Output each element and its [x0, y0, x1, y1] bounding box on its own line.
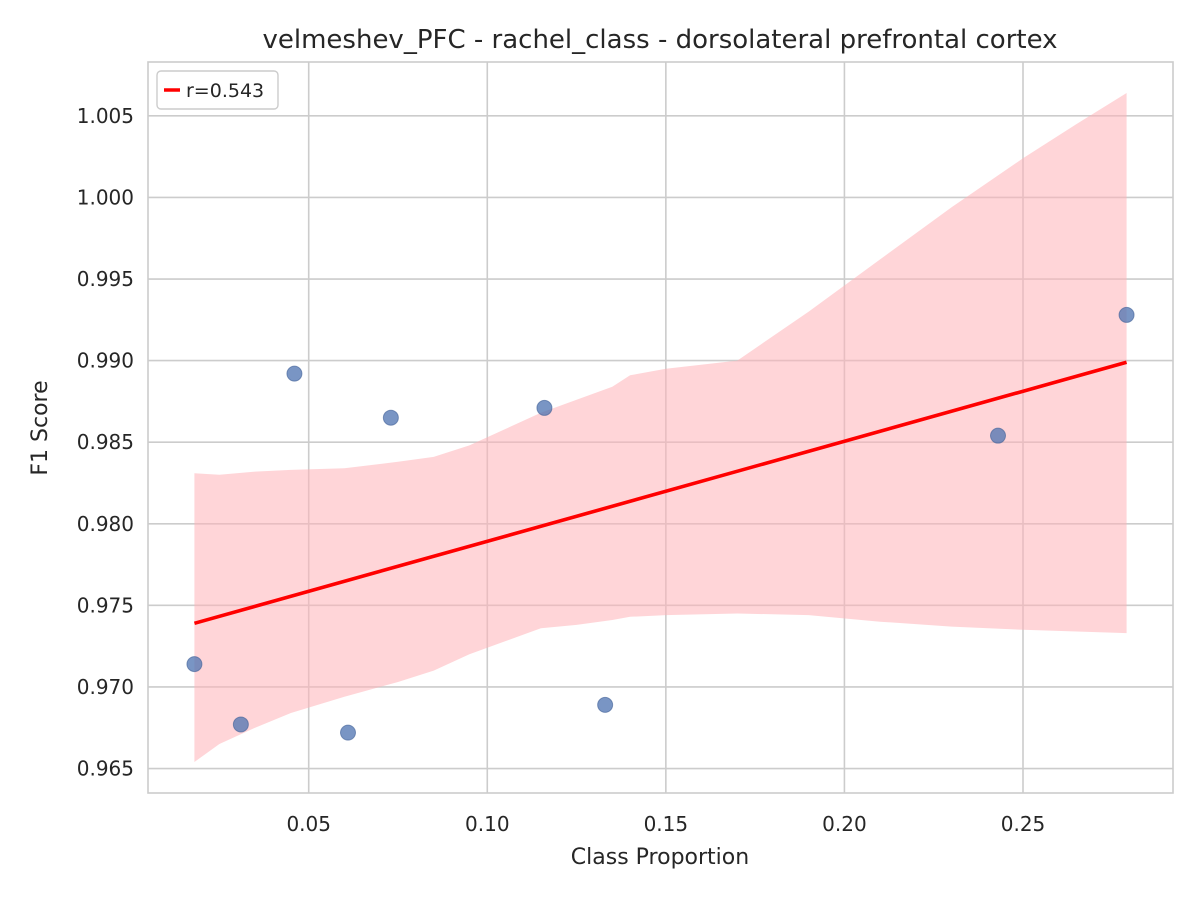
y-tick-label: 1.000	[77, 185, 134, 209]
chart-title: velmeshev_PFC - rachel_class - dorsolate…	[262, 25, 1057, 55]
y-tick-label: 0.990	[77, 349, 134, 373]
data-points	[186, 306, 1135, 741]
data-point	[286, 365, 303, 382]
x-tick-label: 0.05	[286, 812, 331, 836]
x-tick-label: 0.10	[465, 812, 510, 836]
fit-line	[193, 360, 1128, 626]
confidence-band	[194, 93, 1127, 762]
data-point	[382, 409, 399, 426]
y-tick-label: 0.970	[77, 675, 134, 699]
fit-line-layer	[193, 360, 1128, 626]
data-point	[232, 716, 249, 733]
legend-box	[156, 70, 279, 110]
y-axis-ticks: 0.965 0.970 0.975 0.980 0.985 0.990 0.995 1.000…	[77, 104, 134, 781]
data-point	[536, 399, 553, 416]
y-tick-label: 1.005	[77, 104, 134, 128]
legend: r=0.543	[156, 70, 279, 110]
x-axis-label: Class Proportion	[571, 845, 749, 870]
data-point	[1118, 306, 1135, 323]
data-point	[340, 724, 356, 741]
data-point	[597, 696, 614, 713]
plot-frame	[147, 61, 1174, 794]
data-point	[186, 656, 203, 673]
confidence-band-layer	[194, 93, 1127, 762]
y-tick-label: 0.975	[77, 593, 134, 617]
x-tick-label: 0.20	[822, 812, 867, 836]
legend-label: r=0.543	[186, 80, 264, 102]
x-tick-label: 0.15	[644, 812, 689, 836]
y-tick-label: 0.995	[77, 267, 134, 291]
y-tick-label: 0.965	[77, 757, 134, 781]
x-axis-ticks: 0.05 0.10 0.15 0.20 0.25	[286, 812, 1045, 836]
y-axis-label: F1 Score	[28, 380, 53, 475]
y-tick-label: 0.980	[77, 512, 134, 536]
x-tick-label: 0.25	[1001, 812, 1046, 836]
y-tick-label: 0.985	[77, 430, 134, 454]
data-point	[990, 427, 1006, 444]
